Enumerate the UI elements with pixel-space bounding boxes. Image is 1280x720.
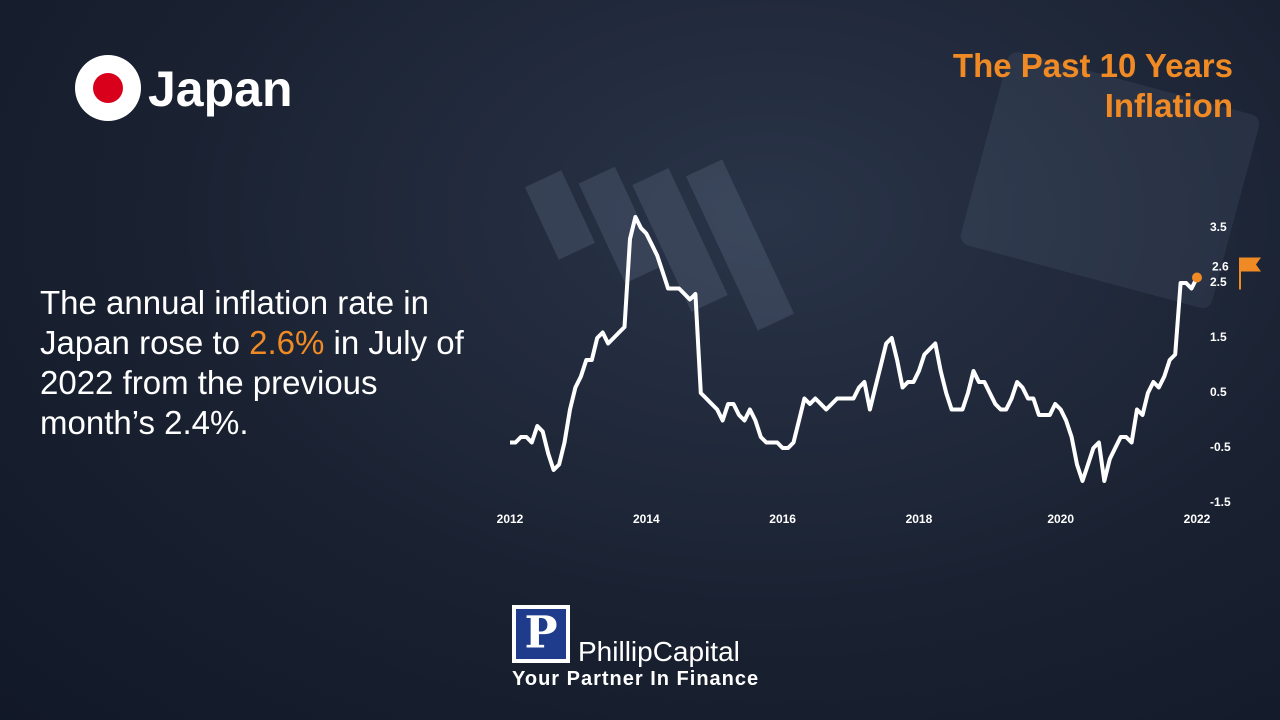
y-tick-label: 1.5 [1210,330,1227,344]
flag [1241,257,1261,272]
title: The Past 10 Years Inflation [953,46,1233,126]
y-tick-label: 2.5 [1210,275,1227,289]
y-tick-label: 0.5 [1210,385,1227,399]
title-line: Inflation [1104,87,1233,124]
text: in July of 2022 from the previous month’… [40,324,464,441]
value-label: 2.6 [1212,260,1229,274]
logo-name: PhillipCapital [578,636,740,667]
y-tick-label: -1.5 [1210,495,1231,509]
logo-mark: P [524,608,557,659]
title-line: The Past 10 Years [952,47,1233,84]
x-tick-label: 2012 [497,512,524,526]
country: Japan [148,61,293,117]
body-text: The annual inflation rate in Japan rose … [40,283,490,443]
highlight: 2.6% [249,324,325,361]
last-point [1192,272,1202,283]
y-tick-label: 3.5 [1210,220,1227,234]
x-tick-label: 2018 [906,512,933,526]
logo-tagline: Your Partner In Finance [512,668,760,690]
x-tick-label: 2022 [1184,512,1211,526]
y-tick-label: -0.5 [1210,440,1231,454]
line [510,215,1199,483]
x-tick-label: 2014 [633,512,660,526]
x-tick-label: 2016 [769,512,796,526]
text: The annual inflation rate in Japan rose … [40,284,429,361]
x-tick-label: 2020 [1047,512,1074,526]
